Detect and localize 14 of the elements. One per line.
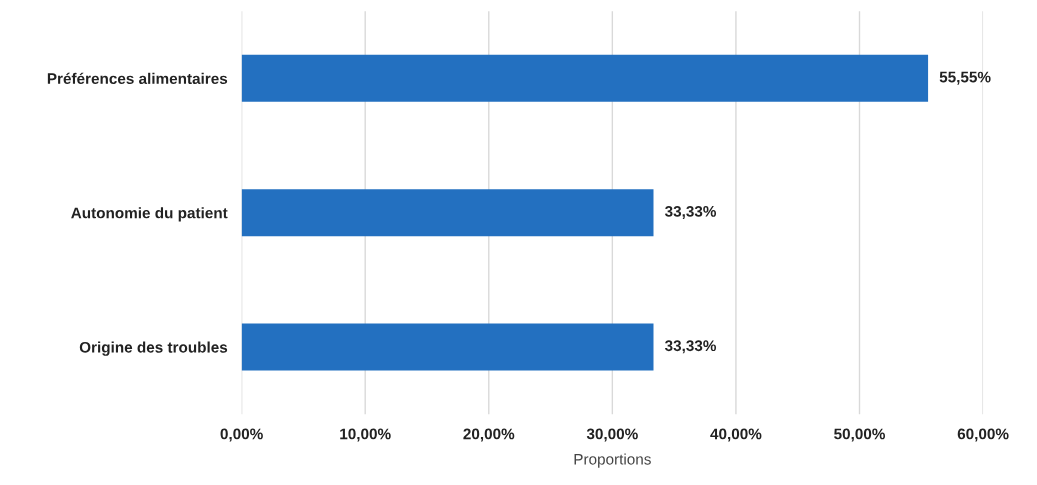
data-label: 33,33% — [664, 205, 717, 219]
x-axis-title: Proportions — [574, 453, 651, 468]
y-tick-label: Préférences alimentaires — [47, 72, 228, 85]
y-tick-label: Autonomie du patient — [71, 207, 228, 222]
x-tick-label: 30,00% — [586, 428, 638, 442]
x-tick-label: 40,00% — [710, 428, 762, 442]
data-label: 55,55% — [939, 71, 991, 85]
x-tick-label: 10,00% — [340, 428, 391, 442]
x-tick-label: 0,00% — [220, 428, 263, 442]
x-tick-label: 20,00% — [463, 428, 515, 442]
y-tick-label: Origine des troubles — [79, 341, 228, 356]
x-tick-label: 50,00% — [834, 428, 886, 442]
data-label: 33,33% — [664, 340, 717, 354]
x-tick-label: 60,00% — [957, 428, 1009, 442]
